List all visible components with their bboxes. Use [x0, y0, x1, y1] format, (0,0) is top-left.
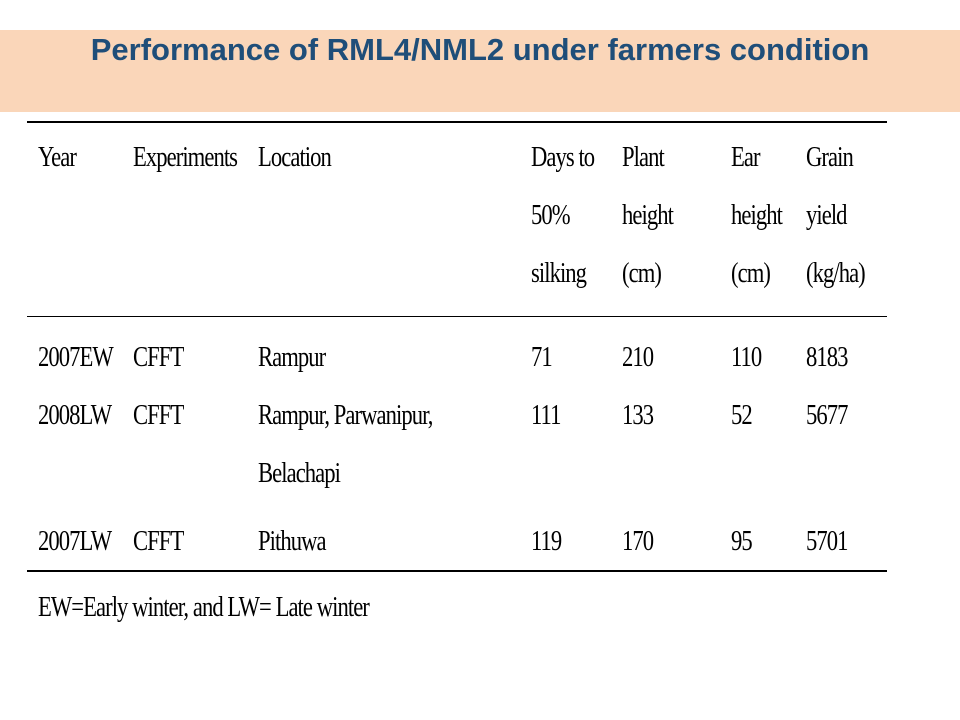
row3-grain-yield: 5701: [806, 525, 848, 557]
row3-experiment: CFFT: [133, 525, 184, 557]
row3-days: 119: [531, 525, 562, 557]
header-experiments: Experiments: [133, 141, 238, 173]
header-plant-line3: (cm): [622, 257, 662, 289]
header-plant-line2: height: [622, 199, 674, 231]
row2-location-line2: Belachapi: [258, 457, 341, 489]
row3-plant-height: 170: [622, 525, 654, 557]
header-ear-line1: Ear: [731, 141, 761, 173]
header-location: Location: [258, 141, 332, 173]
header-grain-line2: yield: [806, 199, 848, 231]
row1-grain-yield: 8183: [806, 341, 848, 373]
header-days-line1: Days to: [531, 141, 595, 173]
row2-location: Rampur, Parwanipur, Belachapi: [258, 386, 433, 502]
header-days-line3: silking: [531, 257, 587, 289]
row2-year: 2008LW: [38, 399, 112, 431]
header-ear-line3: (cm): [731, 257, 771, 289]
table-header-rule: [27, 316, 887, 317]
row2-days: 111: [531, 399, 561, 431]
row2-grain-yield: 5677: [806, 399, 848, 431]
row3-year: 2007LW: [38, 525, 112, 557]
row2-ear-height: 52: [731, 399, 753, 431]
header-ear-line2: height: [731, 199, 783, 231]
header-ear-height: Ear height (cm): [731, 128, 783, 302]
table-footnote: EW=Early winter, and LW= Late winter: [38, 591, 370, 623]
row3-ear-height: 95: [731, 525, 753, 557]
row1-plant-height: 210: [622, 341, 654, 373]
row1-location: Rampur: [258, 341, 326, 373]
title-band: [0, 30, 960, 112]
slide-title: Performance of RML4/NML2 under farmers c…: [90, 32, 870, 67]
header-days-to-silking: Days to 50% silking: [531, 128, 595, 302]
header-grain-yield: Grain yield (kg/ha): [806, 128, 866, 302]
table-bottom-rule: [27, 570, 887, 572]
row1-days: 71: [531, 341, 553, 373]
header-plant-height: Plant height (cm): [622, 128, 674, 302]
header-plant-line1: Plant: [622, 141, 665, 173]
row3-location: Pithuwa: [258, 525, 327, 557]
row1-year: 2007EW: [38, 341, 114, 373]
table-top-rule: [27, 121, 887, 123]
header-grain-line1: Grain: [806, 141, 854, 173]
header-grain-line3: (kg/ha): [806, 257, 866, 289]
row2-experiment: CFFT: [133, 399, 184, 431]
header-year: Year: [38, 141, 77, 173]
row1-experiment: CFFT: [133, 341, 184, 373]
row2-plant-height: 133: [622, 399, 654, 431]
row2-location-line1: Rampur, Parwanipur,: [258, 399, 433, 431]
row1-ear-height: 110: [731, 341, 762, 373]
header-days-line2: 50%: [531, 199, 571, 231]
